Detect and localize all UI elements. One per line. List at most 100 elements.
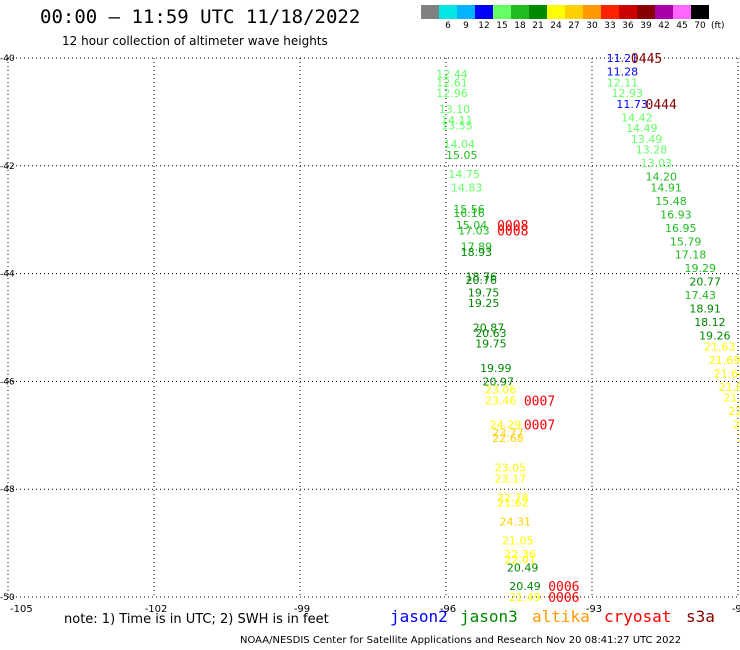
wave-height-value: 19.25	[468, 297, 500, 310]
color-scale-label: 12	[478, 21, 490, 31]
pass-time-label: 0008	[497, 224, 528, 239]
wave-height-value: 12.11	[607, 76, 639, 89]
page-title: 00:00 — 11:59 UTC 11/18/2022	[40, 6, 361, 28]
footer-credit: NOAA/NESDIS Center for Satellite Applica…	[240, 635, 682, 646]
wave-height-value: 11.73	[616, 98, 648, 111]
pass-time-label: 0007	[524, 394, 555, 409]
wave-height-value: 14.49	[626, 122, 658, 135]
legend-jason2: jason2	[390, 607, 448, 626]
color-scale-label: 18	[514, 21, 526, 31]
color-scale-cell	[601, 5, 619, 19]
color-scale-cell	[421, 5, 439, 19]
wave-height-value: 18.91	[689, 303, 721, 316]
lat-tick-label: -50	[0, 593, 15, 603]
color-scale-label: 24	[550, 21, 562, 31]
color-scale-label: 39	[640, 21, 652, 31]
color-scale-label: 36	[622, 21, 634, 31]
wave-height-value: 19.75	[468, 286, 500, 299]
color-scale-cell	[529, 5, 547, 19]
wave-height-value: 18.12	[694, 316, 726, 329]
wave-height-value: 20.76	[465, 274, 497, 287]
wave-height-value: 13.55	[441, 119, 473, 132]
lat-tick-label: -48	[0, 485, 15, 495]
legend-jason3: jason3	[460, 607, 518, 626]
wave-height-value: 15.48	[655, 195, 687, 208]
wave-height-value: 14.04	[444, 138, 476, 151]
pass-time-label: 0006	[548, 580, 579, 595]
wave-height-value: 23.17	[495, 472, 526, 485]
wave-height-value: 21.49	[509, 591, 541, 604]
wave-height-value: 21.83	[719, 381, 740, 394]
wave-height-value: 21.67	[733, 419, 740, 432]
wave-height-value: 13.10	[439, 103, 471, 116]
wave-height-value: 21.63	[704, 340, 736, 353]
wave-height-value: 12.96	[436, 87, 468, 100]
wave-height-value: 21.64	[714, 367, 740, 380]
wave-height-value: 13.03	[641, 157, 673, 170]
wave-height-value: 24.31	[500, 516, 532, 529]
lat-tick-label: -44	[0, 270, 15, 280]
color-scale-cell	[673, 5, 691, 19]
wave-height-value: 20.87	[473, 322, 505, 335]
color-scale-cell	[547, 5, 565, 19]
color-scale-unit: (ft)	[711, 21, 725, 31]
color-scale-cell	[655, 5, 673, 19]
wave-height-value: 14.83	[451, 181, 483, 194]
wave-height-value: 20.97	[483, 375, 515, 388]
pass-time-label: 0008	[497, 219, 528, 234]
color-scale-cell	[583, 5, 601, 19]
wave-height-value: 15.79	[670, 235, 702, 248]
lat-tick-label: -40	[0, 54, 15, 64]
color-scale-label: 9	[463, 21, 469, 31]
footer-note: note: 1) Time is in UTC; 2) SWH is in fe…	[64, 612, 329, 627]
wave-height-value: 20.49	[507, 561, 539, 574]
page-subtitle: 12 hour collection of altimeter wave hei…	[62, 34, 328, 48]
color-scale-cell	[619, 5, 637, 19]
wave-height-value: 19.26	[699, 330, 731, 343]
wave-height-value: 14.75	[448, 168, 480, 181]
lon-tick-label: -96	[440, 604, 456, 615]
wave-height-value: 19.29	[684, 262, 716, 275]
wave-height-value: 11.21	[607, 52, 639, 65]
color-scale-bar	[421, 5, 709, 19]
legend-altika: altika	[532, 607, 590, 626]
color-scale-label: 6	[445, 21, 451, 31]
wave-height-value: 18.76	[465, 270, 497, 283]
color-scale-label: 30	[586, 21, 598, 31]
wave-height-value: 14.42	[621, 111, 653, 124]
wave-height-value: 17.43	[684, 289, 716, 302]
wave-height-value: 21.69	[709, 354, 740, 367]
wave-height-value: 13.49	[631, 133, 663, 146]
wave-height-value: 21.05	[502, 534, 534, 547]
pass-time-label: 0007	[524, 419, 555, 434]
wave-height-value: 13.28	[636, 144, 668, 157]
wave-height-value: 14.11	[441, 114, 473, 127]
wave-height-value: 16.95	[665, 222, 697, 235]
wave-height-value: 14.20	[646, 171, 678, 184]
wave-height-value: 12.44	[436, 68, 468, 81]
color-scale-cell	[457, 5, 475, 19]
wave-height-value: 15.56	[453, 203, 485, 216]
color-scale-label: 33	[604, 21, 616, 31]
color-scale-cell	[475, 5, 493, 19]
legend-s3a: s3a	[686, 607, 715, 626]
wave-height-value: 18.93	[461, 246, 493, 259]
wave-height-value: 17.18	[675, 249, 707, 262]
color-scale-label: 15	[496, 21, 508, 31]
wave-height-value: 22.36	[504, 548, 536, 561]
wave-height-value: 19.99	[480, 362, 512, 375]
color-scale-label: 70	[694, 21, 706, 31]
wave-height-value: 23.06	[485, 383, 517, 396]
wave-height-value: 16.93	[660, 208, 692, 221]
lon-tick-label: -99	[294, 604, 310, 615]
wave-height-value: 21.05	[723, 392, 740, 405]
color-scale-label: 42	[658, 21, 670, 31]
pass-time-label: 0444	[646, 98, 677, 113]
wave-height-value: 22.78	[497, 491, 528, 504]
wave-height-value: 12.61	[436, 76, 468, 89]
wave-height-value: 23.46	[485, 394, 517, 407]
color-scale-cell	[493, 5, 511, 19]
wave-height-value: 20.63	[475, 327, 507, 340]
color-scale-cell	[691, 5, 709, 19]
